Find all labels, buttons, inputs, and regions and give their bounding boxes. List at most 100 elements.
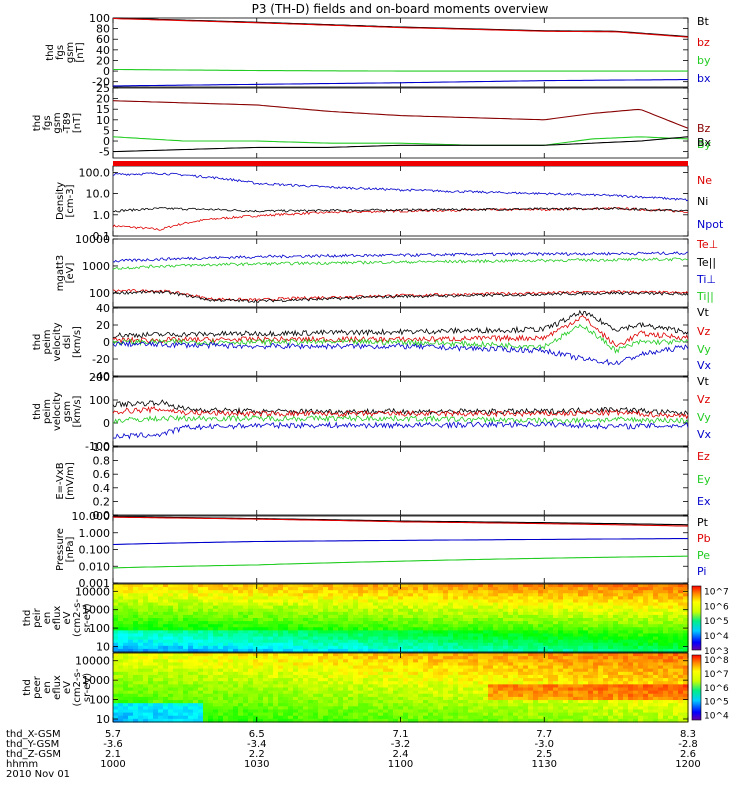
spectrogram-cell <box>608 608 614 613</box>
spectrogram-cell <box>543 687 549 692</box>
spectrogram-cell <box>493 642 499 647</box>
spectrogram-cell <box>548 605 554 610</box>
spectrogram-cell <box>658 584 664 588</box>
spectrogram-cell <box>413 627 419 631</box>
spectrogram-cell <box>568 684 574 689</box>
spectrogram-cell <box>458 668 464 673</box>
spectrogram-cell <box>203 642 209 647</box>
spectrogram-cell <box>583 611 589 616</box>
spectrogram-cell <box>143 690 149 695</box>
spectrogram-cell <box>213 605 219 610</box>
spectrogram-cell <box>233 645 239 650</box>
spectrogram-cell <box>593 590 599 594</box>
spectrogram-cell <box>673 596 679 601</box>
spectrogram-cell <box>428 605 434 610</box>
spectrogram-cell <box>243 687 249 692</box>
spectrogram-cell <box>188 681 194 685</box>
spectrogram-cell <box>178 611 184 616</box>
spectrogram-cell <box>323 590 329 594</box>
spectrogram-cell <box>388 681 394 685</box>
spectrogram-cell <box>143 605 149 610</box>
spectrogram-cell <box>513 681 519 685</box>
spectrogram-cell <box>333 668 339 673</box>
spectrogram-cell <box>438 590 444 594</box>
spectrogram-cell <box>443 611 449 616</box>
spectrogram-cell <box>203 653 209 657</box>
spectrogram-cell <box>403 656 409 660</box>
spectrogram-cell <box>453 671 459 676</box>
spectrogram-cell <box>288 602 294 607</box>
spectrogram-cell <box>298 693 304 698</box>
spectrogram-cell <box>328 590 334 594</box>
spectrogram-cell <box>553 590 559 594</box>
spectrogram-cell <box>128 621 134 625</box>
spectrogram-cell <box>223 684 229 689</box>
spectrogram-cell <box>413 678 419 682</box>
spectrogram-cell <box>223 693 229 698</box>
spectrogram-cell <box>613 653 619 657</box>
spectrogram-cell <box>408 602 414 607</box>
spectrogram-cell <box>308 596 314 601</box>
spectrogram-cell <box>168 627 174 631</box>
spectrogram-cell <box>658 653 664 657</box>
spectrogram-cell <box>608 627 614 631</box>
spectrogram-cell <box>193 696 199 701</box>
spectrogram-cell <box>633 633 639 638</box>
spectrogram-cell <box>148 587 154 591</box>
spectrogram-cell <box>258 602 264 607</box>
spectrogram-cell <box>608 605 614 610</box>
spectrogram-cell <box>268 706 274 711</box>
spectrogram-cell <box>583 681 589 685</box>
spectrogram-cell <box>178 630 184 635</box>
spectrogram-cell <box>573 648 579 653</box>
spectrogram-cell <box>328 700 334 704</box>
spectrogram-cell <box>263 696 269 701</box>
spectrogram-cell <box>568 700 574 704</box>
spectrogram-cell <box>548 696 554 701</box>
spectrogram-cell <box>683 703 689 707</box>
spectrogram-cell <box>283 671 289 676</box>
spectrogram-cell <box>328 693 334 698</box>
spectrogram-cell <box>468 630 474 635</box>
spectrogram-cell <box>148 700 154 704</box>
spectrogram-cell <box>128 627 134 631</box>
spectrogram-cell <box>673 684 679 689</box>
spectrogram-cell <box>453 642 459 647</box>
spectrogram-cell <box>623 645 629 650</box>
spectrogram-cell <box>438 599 444 604</box>
spectrogram-cell <box>283 624 289 628</box>
spectrogram-cell <box>568 687 574 692</box>
spectrogram-cell <box>373 671 379 676</box>
spectrogram-cell <box>293 662 299 667</box>
spectrogram-cell <box>148 633 154 638</box>
spectrogram-cell <box>378 621 384 625</box>
spectrogram-cell <box>123 681 129 685</box>
spectrogram-cell <box>138 633 144 638</box>
spectrogram-cell <box>658 690 664 695</box>
spectrogram-cell <box>373 587 379 591</box>
spectrogram-cell <box>553 696 559 701</box>
spectrogram-cell <box>658 687 664 692</box>
spectrogram-cell <box>248 636 254 641</box>
spectrogram-cell <box>393 608 399 613</box>
spectrogram-cell <box>438 668 444 673</box>
spectrogram-cell <box>338 709 344 714</box>
spectrogram-cell <box>358 614 364 619</box>
spectrogram-cell <box>633 599 639 604</box>
spectrogram-cell <box>248 648 254 653</box>
spectrogram-cell <box>583 587 589 591</box>
spectrogram-cell <box>588 630 594 635</box>
spectrogram-cell <box>408 608 414 613</box>
y-tick-label: 0.8 <box>93 455 111 468</box>
spectrogram-cell <box>208 627 214 631</box>
spectrogram-cell <box>368 614 374 619</box>
spectrogram-cell <box>208 674 214 679</box>
spectrogram-cell <box>413 706 419 711</box>
spectrogram-cell <box>218 599 224 604</box>
spectrogram-cell <box>593 696 599 701</box>
spectrogram-cell <box>473 627 479 631</box>
spectrogram-cell <box>483 671 489 676</box>
spectrogram-cell <box>373 687 379 692</box>
spectrogram-cell <box>678 621 684 625</box>
spectrogram-cell <box>128 653 134 657</box>
